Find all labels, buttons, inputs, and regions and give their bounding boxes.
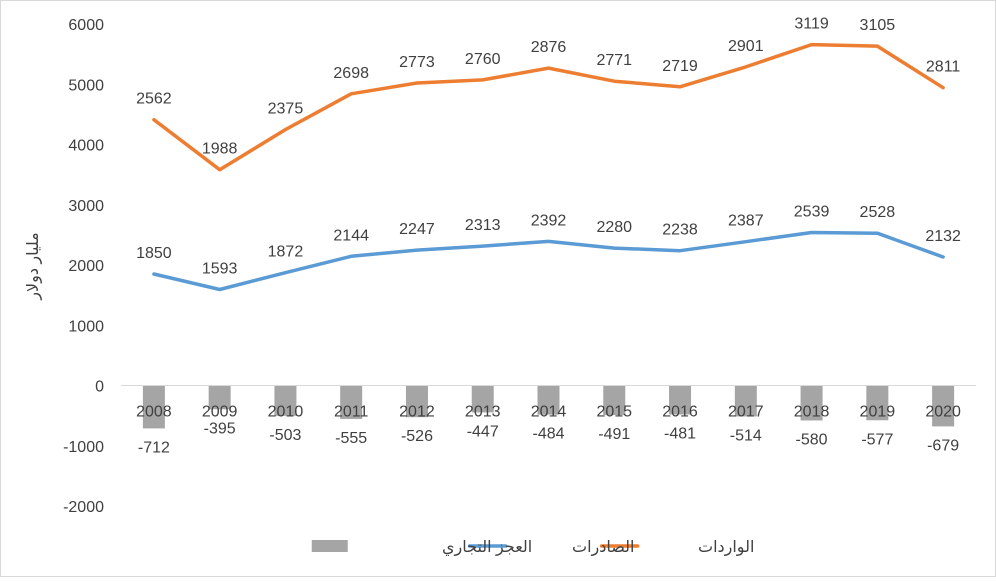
data-label-imports: 3119 <box>794 16 829 33</box>
x-tick-label: 2017 <box>728 404 764 421</box>
x-tick-label: 2020 <box>925 404 961 421</box>
y-tick-label: 2000 <box>68 258 104 275</box>
y-tick-label: 6000 <box>68 17 104 34</box>
legend-item: العجز التجاري <box>311 539 532 557</box>
y-axis-title: مليار دولار <box>25 232 43 300</box>
legend-swatch <box>311 540 348 552</box>
y-tick-label: 4000 <box>68 138 104 155</box>
data-label-deficit: -712 <box>138 439 170 456</box>
legend: الواردات الصادرات العجز التجاري <box>311 539 754 557</box>
x-tick-label: 2014 <box>531 404 567 421</box>
data-label-imports: 3105 <box>860 17 896 34</box>
data-label-exports: 2144 <box>333 227 369 244</box>
x-tick-label: 2015 <box>596 404 632 421</box>
data-label-exports: 1872 <box>268 244 304 261</box>
bar-trade-deficit <box>471 385 494 413</box>
legend-label: الواردات <box>698 539 754 557</box>
data-label-imports: 2771 <box>596 52 632 69</box>
bar-trade-deficit <box>208 385 231 410</box>
data-label-imports: 2876 <box>531 39 567 56</box>
y-tick-label: -2000 <box>63 499 104 516</box>
data-label-imports: 2901 <box>728 38 764 55</box>
data-label-deficit: -447 <box>467 423 499 440</box>
bar-trade-deficit <box>603 385 626 416</box>
x-tick-label: 2013 <box>465 404 501 421</box>
data-label-imports: 2760 <box>465 51 501 68</box>
bar-trade-deficit <box>800 385 823 421</box>
data-label-deficit: -577 <box>861 431 893 448</box>
series-line-imports <box>152 42 945 172</box>
y-tick-label: 5000 <box>68 77 104 94</box>
x-tick-label: 2018 <box>794 404 830 421</box>
data-label-exports: 2132 <box>925 228 961 245</box>
data-label-exports: 2539 <box>794 204 830 221</box>
data-label-imports: 2562 <box>136 91 172 108</box>
bar-trade-deficit <box>274 385 297 416</box>
bar-trade-deficit <box>537 385 560 415</box>
lines-layer <box>152 42 945 292</box>
legend-item: الصادرات <box>467 539 634 557</box>
x-tick-label: 2010 <box>268 404 304 421</box>
data-label-deficit: -484 <box>532 426 564 443</box>
bar-trade-deficit <box>142 385 165 429</box>
data-label-imports: 2773 <box>399 54 435 71</box>
data-label-deficit: -481 <box>664 425 696 442</box>
y-tick-label: 0 <box>95 379 104 396</box>
bar-trade-deficit <box>866 385 889 421</box>
data-label-exports: 2247 <box>399 221 435 238</box>
data-label-imports: 2698 <box>333 65 369 82</box>
data-label-deficit: -555 <box>335 430 367 447</box>
x-tick-label: 2019 <box>860 404 896 421</box>
x-tick-label: 2008 <box>136 404 172 421</box>
data-label-imports: 2719 <box>662 58 698 75</box>
data-label-deficit: -514 <box>730 427 762 444</box>
data-label-imports: 2811 <box>926 59 961 76</box>
legend-item: الواردات <box>599 539 754 557</box>
x-tick-label: 2009 <box>202 404 238 421</box>
data-label-exports: 1850 <box>136 245 172 262</box>
data-label-deficit: -526 <box>401 428 433 445</box>
data-label-exports: 2387 <box>728 213 764 230</box>
bar-trade-deficit <box>932 385 955 427</box>
data-label-deficit: -580 <box>796 431 828 448</box>
data-label-imports: 2375 <box>268 101 304 118</box>
data-label-exports: 2392 <box>531 212 567 229</box>
y-tick-label: 1000 <box>68 318 104 335</box>
data-label-exports: 2280 <box>596 219 632 236</box>
data-label-exports: 2528 <box>860 204 896 221</box>
y-tick-label: 3000 <box>68 198 104 215</box>
labels-layer: 2562 1988 2375 2698 2773 2760 2876 2771 2719 2901… <box>136 16 961 457</box>
bar-trade-deficit <box>669 385 692 415</box>
bar-trade-deficit <box>734 385 757 417</box>
data-label-exports: 2313 <box>465 217 501 234</box>
x-tick-label: 2016 <box>662 404 698 421</box>
data-label-exports: 1593 <box>202 261 238 278</box>
data-label-deficit: -395 <box>204 420 236 437</box>
data-label-deficit: -679 <box>927 437 959 454</box>
bars-layer <box>142 385 955 429</box>
x-tick-label: 2011 <box>334 404 369 421</box>
legend-label: العجز التجاري <box>442 539 532 557</box>
bar-trade-deficit <box>405 385 428 418</box>
data-label-deficit: -503 <box>269 427 301 444</box>
legend-label: الصادرات <box>572 539 634 557</box>
y-tick-label: -1000 <box>63 439 104 456</box>
bar-trade-deficit <box>340 385 363 419</box>
data-label-exports: 2238 <box>662 222 698 239</box>
x-tick-label: 2012 <box>399 404 435 421</box>
data-label-imports: 1988 <box>202 141 238 158</box>
data-label-deficit: -491 <box>598 426 630 443</box>
series-line-exports <box>152 230 945 292</box>
